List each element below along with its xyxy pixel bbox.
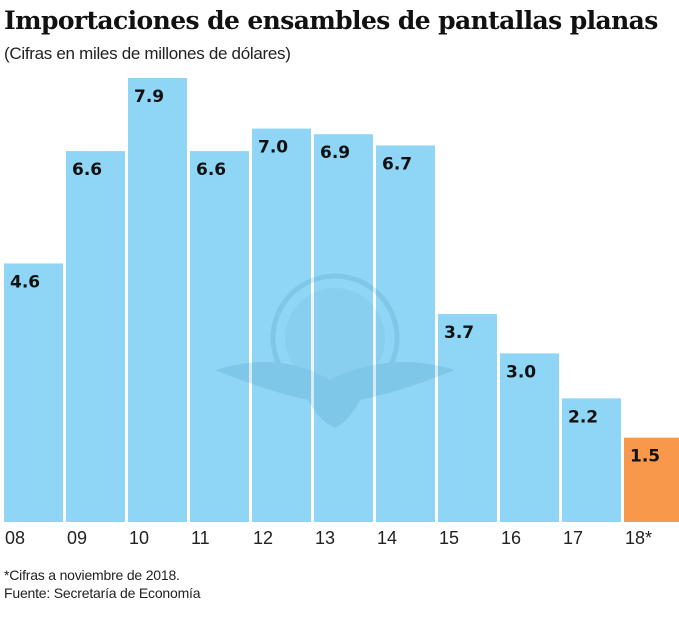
value-label: 7.9 bbox=[134, 87, 164, 107]
chart-title: Importaciones de ensambles de pantallas … bbox=[4, 6, 658, 35]
value-label: 3.0 bbox=[506, 362, 536, 382]
value-label: 6.9 bbox=[320, 143, 350, 163]
footnote-note: *Cifras a noviembre de 2018. bbox=[4, 567, 180, 583]
bar-17 bbox=[562, 398, 621, 522]
x-tick-label: 13 bbox=[315, 528, 335, 548]
x-tick-label: 18* bbox=[625, 528, 652, 548]
bar-10 bbox=[128, 78, 187, 522]
value-label: 2.2 bbox=[568, 407, 598, 427]
x-tick-label: 15 bbox=[439, 528, 459, 548]
bar-14 bbox=[376, 145, 435, 522]
bar-16 bbox=[500, 353, 559, 522]
bar-08 bbox=[4, 263, 63, 522]
x-tick-label: 17 bbox=[563, 528, 583, 548]
footnotes: *Cifras a noviembre de 2018. Fuente: Sec… bbox=[4, 566, 201, 602]
bar-11 bbox=[190, 151, 249, 522]
x-tick-label: 11 bbox=[191, 528, 210, 548]
value-label: 6.7 bbox=[382, 154, 412, 174]
bar-18 bbox=[624, 437, 679, 522]
value-label: 7.0 bbox=[258, 138, 288, 158]
value-label: 3.7 bbox=[444, 323, 474, 343]
chart-subtitle: (Cifras en miles de millones de dólares) bbox=[4, 44, 291, 63]
bar-09 bbox=[66, 151, 125, 522]
x-tick-label: 08 bbox=[5, 528, 25, 548]
x-tick-label: 14 bbox=[377, 528, 397, 548]
value-label: 1.5 bbox=[630, 447, 660, 467]
value-label: 6.6 bbox=[196, 160, 226, 180]
bar-12 bbox=[252, 128, 311, 522]
x-tick-label: 16 bbox=[501, 528, 521, 548]
bar-13 bbox=[314, 134, 373, 523]
value-label: 4.6 bbox=[10, 272, 40, 292]
x-tick-label: 10 bbox=[129, 528, 149, 548]
x-tick-label: 12 bbox=[253, 528, 273, 548]
x-tick-label: 09 bbox=[67, 528, 87, 548]
x-tick-labels-group: 08 09 10 11 12 13 14 15 16 17 18* bbox=[5, 528, 652, 548]
value-label: 6.6 bbox=[72, 160, 102, 180]
eagle-globe-watermark-icon bbox=[215, 273, 455, 428]
bar-15 bbox=[438, 314, 497, 522]
bar-chart: 4.6 6.6 7.9 6.6 7.0 6.9 6.7 3.7 3.0 2.2 1.5 08 09 10… bbox=[4, 78, 679, 548]
value-labels-group: 4.6 6.6 7.9 6.6 7.0 6.9 6.7 3.7 3.0 2.2 1.5 bbox=[10, 87, 660, 467]
footnote-source: Fuente: Secretaría de Economía bbox=[4, 585, 201, 601]
bars-group bbox=[4, 78, 679, 523]
